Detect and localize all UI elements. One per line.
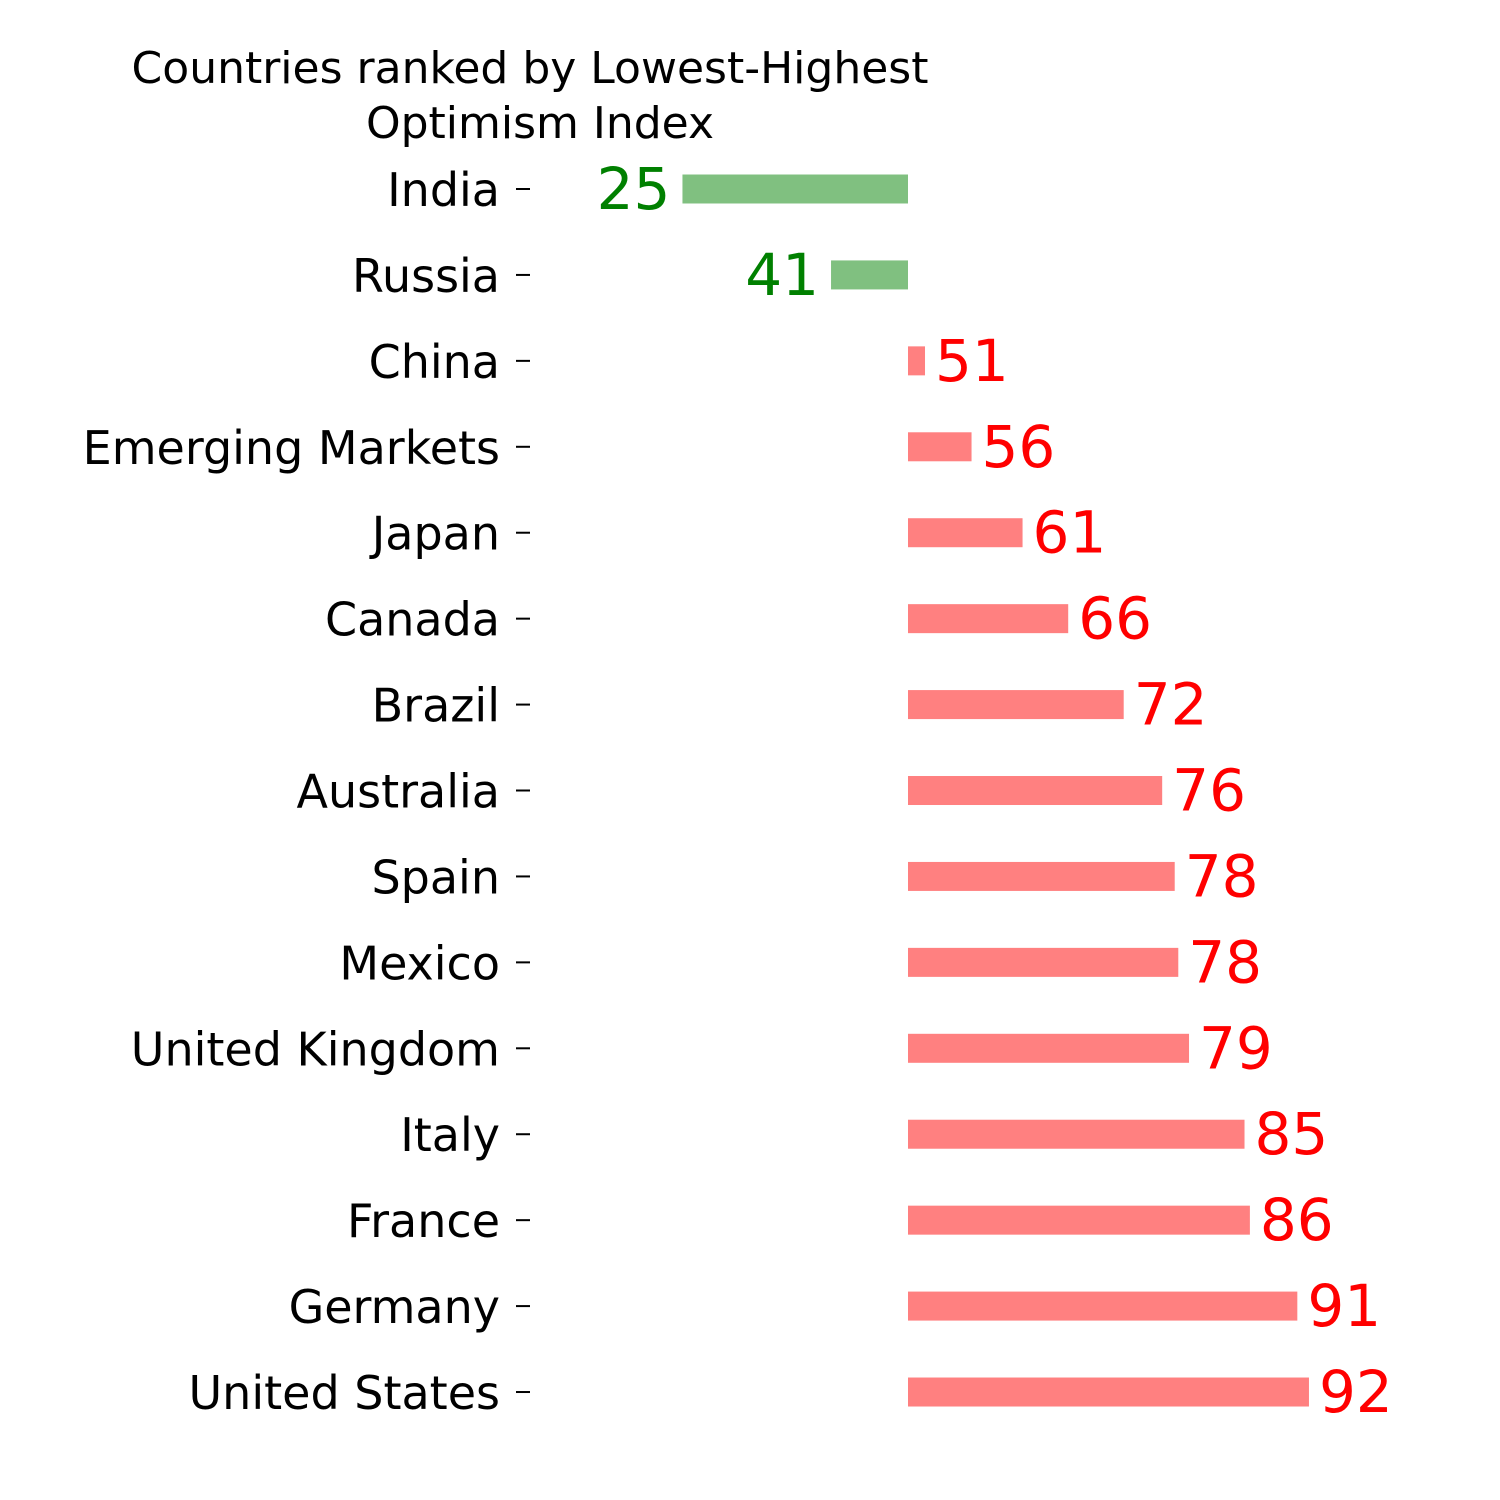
value-label-united-states: 92 <box>1319 1358 1393 1426</box>
bar-mexico <box>908 947 1179 977</box>
y-axis: India Russia China Emerging Markets Japan Can… <box>83 163 530 1420</box>
value-label-china: 51 <box>935 327 1009 395</box>
value-label-mexico: 78 <box>1188 928 1262 996</box>
value-labels: 25 41 51 56 61 66 72 76 78 78 79 85 86 91 92 <box>597 155 1393 1426</box>
bar-india <box>682 174 908 204</box>
y-tick-label-spain: Spain <box>371 850 500 904</box>
bar-russia <box>831 260 908 290</box>
bar-italy <box>908 1119 1245 1149</box>
chart-title-line-1: Countries ranked by Lowest-Highest <box>132 43 929 94</box>
y-tick-label-canada: Canada <box>325 593 500 647</box>
y-tick-label-australia: Australia <box>297 765 500 819</box>
bar-united-kingdom <box>908 1033 1190 1063</box>
y-tick-label-india: India <box>387 163 500 217</box>
value-label-japan: 61 <box>1033 499 1107 567</box>
bar-germany <box>908 1291 1298 1321</box>
y-tick-label-russia: Russia <box>352 249 500 303</box>
bar-brazil <box>908 690 1124 720</box>
value-label-emerging-markets: 56 <box>982 413 1056 481</box>
y-tick-label-emerging-markets: Emerging Markets <box>83 421 500 475</box>
bar-canada <box>908 604 1069 634</box>
bar-series <box>682 174 1309 1407</box>
bar-france <box>908 1205 1250 1235</box>
value-label-russia: 41 <box>745 241 819 309</box>
value-label-india: 25 <box>597 155 671 223</box>
y-tick-label-china: China <box>369 335 500 389</box>
chart-title-line-2: Optimism Index <box>366 98 714 149</box>
value-label-united-kingdom: 79 <box>1199 1014 1273 1082</box>
bar-china <box>908 346 926 376</box>
value-label-germany: 91 <box>1307 1272 1381 1340</box>
value-label-brazil: 72 <box>1134 671 1208 739</box>
y-tick-label-italy: Italy <box>400 1108 500 1162</box>
value-label-spain: 78 <box>1185 842 1259 910</box>
value-label-australia: 76 <box>1172 757 1246 825</box>
bar-united-states <box>908 1377 1309 1407</box>
chart-title: Countries ranked by Lowest-Highest Optim… <box>132 43 929 149</box>
y-tick-label-mexico: Mexico <box>339 936 500 990</box>
y-tick-label-united-kingdom: United Kingdom <box>131 1022 500 1076</box>
value-label-italy: 85 <box>1255 1100 1329 1168</box>
value-label-france: 86 <box>1260 1186 1334 1254</box>
bar-emerging-markets <box>908 432 972 462</box>
y-tick-label-brazil: Brazil <box>372 679 500 733</box>
value-label-canada: 66 <box>1078 585 1152 653</box>
bar-japan <box>908 518 1023 548</box>
y-tick-label-france: France <box>347 1194 500 1248</box>
y-tick-label-united-states: United States <box>189 1366 501 1420</box>
y-tick-label-japan: Japan <box>369 507 500 561</box>
y-tick-label-germany: Germany <box>289 1280 500 1334</box>
bar-australia <box>908 776 1163 806</box>
bar-spain <box>908 861 1175 891</box>
